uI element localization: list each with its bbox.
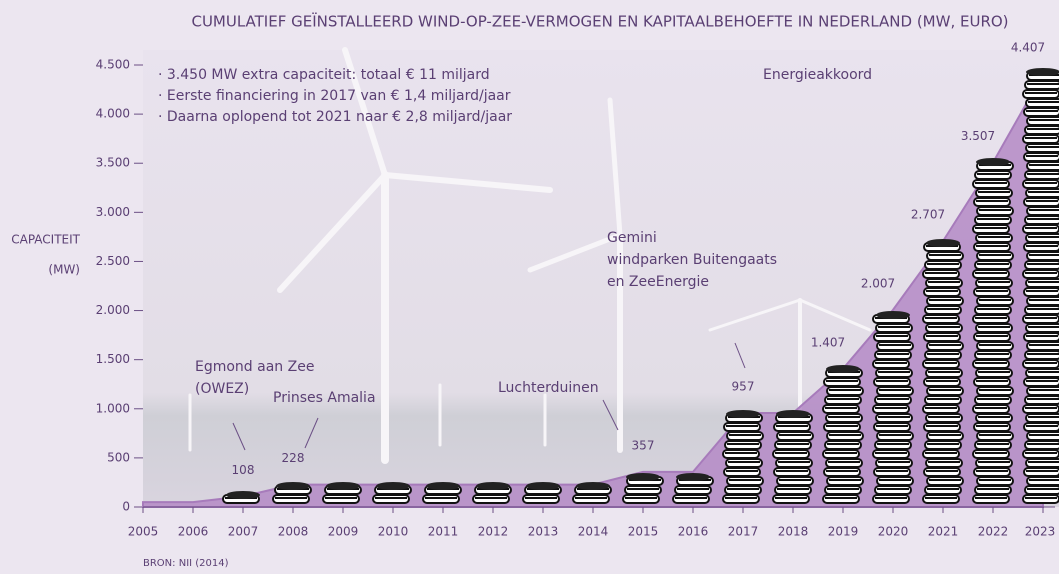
- coin-top: [276, 482, 310, 490]
- coin-top: [1026, 68, 1059, 76]
- x-tick-label: 2014: [578, 525, 609, 539]
- coin-top: [826, 365, 860, 373]
- annotation: (OWEZ): [195, 381, 249, 397]
- coin-stack: [1022, 68, 1059, 504]
- annotation: Luchterduinen: [498, 380, 599, 396]
- area: [142, 70, 1044, 508]
- coin-top: [526, 482, 560, 490]
- annotation: Egmond aan Zee: [195, 359, 314, 375]
- coin-stack: [672, 473, 714, 504]
- value-label: 228: [282, 451, 305, 465]
- y-tick-label: 2.000: [96, 303, 130, 317]
- coin-stack: [572, 482, 612, 504]
- x-tick-label: 2011: [428, 525, 459, 539]
- coin-top: [676, 473, 710, 481]
- y-tick-label: 1.500: [96, 352, 130, 366]
- x-tick-label: 2007: [228, 525, 259, 539]
- y-tick-label: 4.000: [96, 107, 130, 121]
- y-tick-label: 1.000: [96, 401, 130, 415]
- coin-stack: [822, 365, 864, 504]
- coin-stack: [872, 311, 914, 504]
- coin-stack: [622, 473, 664, 504]
- coin-stack: [422, 482, 462, 504]
- y-axis-label: (MW): [48, 263, 80, 277]
- annotation: Prinses Amalia: [273, 390, 376, 406]
- chart-title: CUMULATIEF GEÏNSTALLEERD WIND-OP-ZEE-VER…: [191, 12, 1008, 31]
- coin-stack: [972, 158, 1014, 504]
- value-label: 957: [732, 380, 755, 394]
- coin-top: [326, 482, 360, 490]
- coin-stack: [772, 410, 814, 504]
- value-label: 4.407: [1011, 41, 1045, 55]
- y-tick-label: 3.500: [96, 156, 130, 170]
- coin-top: [476, 482, 510, 490]
- y-tick-label: 500: [107, 450, 130, 464]
- value-label: 1.407: [811, 335, 845, 349]
- x-tick-label: 2008: [278, 525, 309, 539]
- value-label: 108: [232, 463, 255, 477]
- x-tick-label: 2009: [328, 525, 359, 539]
- coin-top: [976, 158, 1010, 166]
- x-tick-label: 2006: [178, 525, 209, 539]
- coin-stack: [722, 410, 764, 504]
- x-tick-label: 2005: [128, 525, 159, 539]
- x-tick-label: 2018: [778, 525, 809, 539]
- x-tick-label: 2012: [478, 525, 509, 539]
- coin-stack: [222, 491, 260, 504]
- y-tick-label: 4.500: [96, 58, 130, 72]
- x-tick-label: 2013: [528, 525, 559, 539]
- coin-top: [226, 491, 260, 499]
- coin-top: [576, 482, 610, 490]
- bullet: · Daarna oplopend tot 2021 naar € 2,8 mi…: [158, 109, 512, 125]
- coin-top: [376, 482, 410, 490]
- value-label: 2.707: [911, 208, 945, 222]
- value-label: 2.007: [861, 276, 895, 290]
- x-tick-label: 2022: [978, 525, 1009, 539]
- coin-top: [426, 482, 460, 490]
- y-tick-label: 0: [122, 500, 130, 514]
- y-axis-label: CAPACITEIT: [11, 233, 80, 247]
- coin-stack: [372, 482, 412, 504]
- coin-stack: [472, 482, 512, 504]
- coin-top: [626, 473, 660, 481]
- x-tick-label: 2017: [728, 525, 759, 539]
- coin-stack: [272, 482, 312, 504]
- source: BRON: NII (2014): [143, 558, 229, 569]
- coin-top: [726, 410, 760, 418]
- y-tick-label: 3.000: [96, 205, 130, 219]
- x-tick-label: 2019: [828, 525, 859, 539]
- annotation: Gemini: [607, 230, 657, 246]
- annotation: en ZeeEnergie: [607, 274, 709, 290]
- bullet: · 3.450 MW extra capaciteit: totaal € 11…: [158, 67, 490, 83]
- coin-top: [926, 239, 960, 247]
- coin-stack: [922, 239, 964, 504]
- x-tick-label: 2023: [1025, 525, 1056, 539]
- annotation: Energieakkoord: [763, 67, 872, 83]
- coin-stack: [522, 482, 562, 504]
- x-tick-label: 2021: [928, 525, 959, 539]
- coin-stack: [322, 482, 362, 504]
- x-tick-label: 2015: [628, 525, 659, 539]
- value-label: 357: [632, 438, 655, 452]
- coin-top: [776, 410, 810, 418]
- x-tick-label: 2016: [678, 525, 709, 539]
- bullet: · Eerste financiering in 2017 van € 1,4 …: [158, 88, 511, 104]
- y-tick-label: 2.500: [96, 254, 130, 268]
- x-tick-label: 2020: [878, 525, 909, 539]
- annotation: windparken Buitengaats: [607, 252, 777, 268]
- x-tick-label: 2010: [378, 525, 409, 539]
- value-label: 3.507: [961, 129, 995, 143]
- leader-lines: [232, 342, 746, 451]
- coin-top: [876, 311, 910, 319]
